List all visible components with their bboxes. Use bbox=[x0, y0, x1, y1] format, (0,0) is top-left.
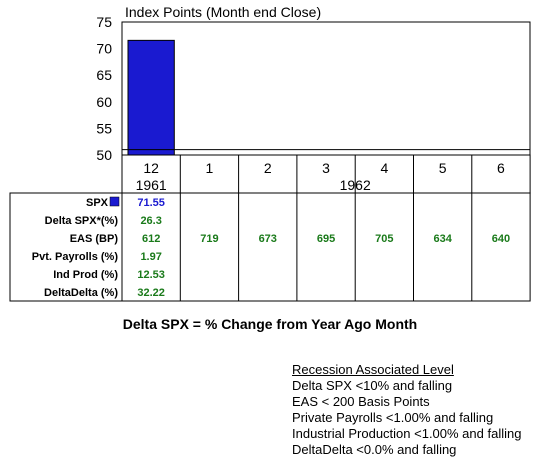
y-axis: 50 55 60 65 70 75 bbox=[96, 14, 112, 163]
x-tick-label: 2 bbox=[264, 160, 272, 176]
recession-item: Delta SPX <10% and falling bbox=[292, 378, 453, 393]
recession-item: EAS < 200 Basis Points bbox=[292, 394, 430, 409]
recession-levels: Recession Associated Level Delta SPX <10… bbox=[292, 362, 521, 458]
plot-area bbox=[121, 21, 531, 156]
table-cell: 719 bbox=[200, 233, 218, 245]
table-cell: 695 bbox=[317, 233, 335, 245]
y-tick-label: 75 bbox=[96, 14, 112, 30]
table-frame bbox=[9, 192, 531, 302]
y-tick-label: 65 bbox=[96, 67, 112, 83]
x-tick-label: 4 bbox=[380, 160, 388, 176]
x-tick-label: 1 bbox=[206, 160, 214, 176]
bar-spx bbox=[127, 39, 175, 156]
table-row-label: Ind Prod (%) bbox=[53, 269, 118, 281]
x-tick-label: 3 bbox=[322, 160, 330, 176]
table-cell: 634 bbox=[433, 233, 452, 245]
chart-title: Index Points (Month end Close) bbox=[125, 4, 321, 20]
x-tick-label: 6 bbox=[497, 160, 505, 176]
table-cell: 71.55 bbox=[137, 197, 165, 209]
recession-item: Industrial Production <1.00% and falling bbox=[292, 426, 522, 441]
y-tick-label: 70 bbox=[96, 41, 112, 57]
legend-swatch-spx bbox=[109, 196, 120, 207]
table-row-label: SPX bbox=[86, 197, 109, 209]
table-cell: 673 bbox=[259, 233, 277, 245]
data-table: SPX 71.55 Delta SPX*(%) 26.3 EAS (BP) 612 719 6… bbox=[9, 192, 531, 302]
x-year-label: 1962 bbox=[340, 177, 371, 193]
table-cell: 12.53 bbox=[137, 269, 165, 281]
table-cell: 1.97 bbox=[140, 251, 161, 263]
table-row-label: EAS (BP) bbox=[70, 233, 119, 245]
recession-heading: Recession Associated Level bbox=[292, 362, 454, 377]
plot-frame bbox=[121, 21, 531, 156]
recession-item: DeltaDelta <0.0% and falling bbox=[292, 442, 457, 457]
table-cell: 612 bbox=[142, 233, 160, 245]
table-row-label: Pvt. Payrolls (%) bbox=[32, 251, 119, 263]
table-cell: 705 bbox=[375, 233, 393, 245]
table-row-label: DeltaDelta (%) bbox=[44, 287, 118, 299]
recession-item: Private Payrolls <1.00% and falling bbox=[292, 410, 494, 425]
chart-svg: Index Points (Month end Close) 505560657… bbox=[9, 4, 531, 302]
table-cell: 32.22 bbox=[137, 287, 165, 299]
x-tick-label: 5 bbox=[439, 160, 447, 176]
y-tick-label: 60 bbox=[96, 94, 112, 110]
y-tick-label: 55 bbox=[96, 120, 112, 136]
x-year-label: 1961 bbox=[136, 177, 167, 193]
caption: Delta SPX = % Change from Year Ago Month bbox=[122, 316, 418, 332]
y-tick-label: 50 bbox=[96, 147, 112, 163]
table-cell: 26.3 bbox=[140, 215, 161, 227]
x-tick-label: 12 bbox=[143, 160, 159, 176]
table-cell: 640 bbox=[492, 233, 510, 245]
table-row-label: Delta SPX*(%) bbox=[45, 215, 119, 227]
